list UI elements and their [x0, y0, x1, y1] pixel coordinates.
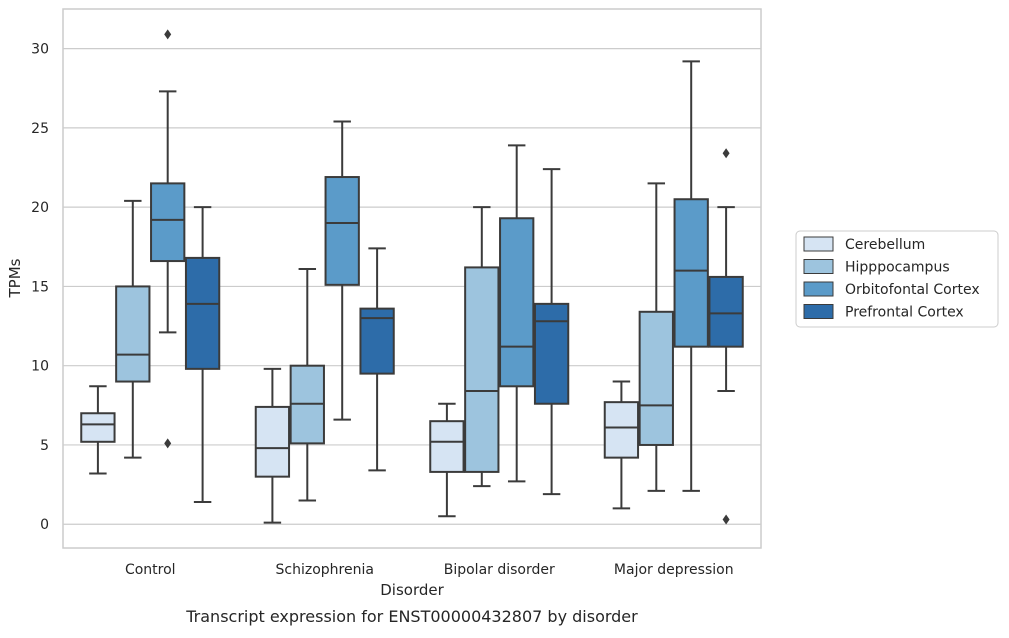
- box-orbitofontal-cortex: [673, 60, 709, 492]
- box-iqr: [603, 401, 640, 459]
- box-hipppocampus: [464, 206, 500, 488]
- y-tick-label: 20: [31, 200, 49, 216]
- box-iqr: [429, 420, 465, 473]
- y-tick-label: 5: [40, 438, 49, 454]
- legend-label: Cerebellum: [845, 237, 925, 253]
- box-cerebellum: [80, 385, 116, 475]
- x-axis-ticks: Control Schizophrenia Bipolar disorder Majo…: [125, 562, 734, 578]
- legend-label: Hipppocampus: [845, 260, 950, 276]
- x-tick-label: Schizophrenia: [276, 562, 374, 578]
- y-tick-label: 25: [31, 121, 49, 137]
- box-hipppocampus: [115, 199, 151, 459]
- box-iqr: [673, 198, 709, 348]
- plot-area-frame: [62, 8, 762, 549]
- x-tick-label: Major depression: [614, 562, 734, 578]
- box-iqr: [115, 285, 151, 383]
- box-iqr: [324, 176, 360, 286]
- outlier-point: [164, 438, 172, 449]
- legend-label: Prefrontal Cortex: [845, 305, 964, 321]
- box-iqr: [499, 217, 535, 388]
- box-hipppocampus: [638, 182, 674, 492]
- legend-swatch: [803, 281, 834, 297]
- legend-swatch: [803, 236, 834, 252]
- box-orbitofontal-cortex: [499, 144, 535, 483]
- box-prefrontal-cortex: [184, 206, 221, 504]
- box-iqr: [80, 412, 116, 443]
- box-plots: [80, 29, 744, 525]
- box-orbitofontal-cortex: [150, 29, 186, 449]
- box-orbitofontal-cortex: [324, 120, 360, 421]
- y-tick-label: 0: [40, 517, 49, 533]
- x-tick-label: Control: [125, 562, 176, 578]
- box-prefrontal-cortex: [359, 247, 395, 472]
- box-prefrontal-cortex: [708, 148, 744, 525]
- box-iqr: [359, 307, 395, 375]
- y-axis-label: TPMs: [6, 258, 24, 298]
- box-iqr: [184, 256, 221, 370]
- outlier-point: [722, 148, 730, 159]
- box-iqr: [708, 275, 744, 348]
- box-hipppocampus: [289, 267, 325, 502]
- y-axis-ticks: 0 5 10 15 20 25 30: [31, 42, 49, 534]
- legend-frame: [795, 230, 999, 328]
- box-cerebellum: [254, 367, 291, 524]
- legend: Cerebellum Hipppocampus Orbitofontal Corte…: [795, 230, 999, 328]
- y-tick-label: 15: [31, 279, 49, 295]
- box-iqr: [638, 310, 674, 446]
- outlier-point: [164, 29, 172, 40]
- x-tick-label: Bipolar disorder: [444, 562, 555, 578]
- outlier-point: [722, 514, 730, 525]
- box-prefrontal-cortex: [533, 168, 570, 496]
- legend-swatch: [803, 304, 834, 319]
- y-tick-label: 10: [31, 359, 49, 375]
- x-axis-label: Disorder: [380, 581, 444, 599]
- box-iqr: [533, 302, 570, 405]
- box-iqr: [464, 266, 500, 473]
- y-tick-label: 30: [31, 42, 49, 58]
- figure-caption: Transcript expression for ENST0000043280…: [185, 607, 638, 626]
- legend-swatch: [803, 259, 834, 274]
- legend-label: Orbitofontal Cortex: [845, 282, 980, 298]
- box-iqr: [150, 182, 186, 263]
- box-cerebellum: [603, 380, 640, 510]
- box-cerebellum: [429, 402, 465, 518]
- box-iqr: [254, 405, 291, 478]
